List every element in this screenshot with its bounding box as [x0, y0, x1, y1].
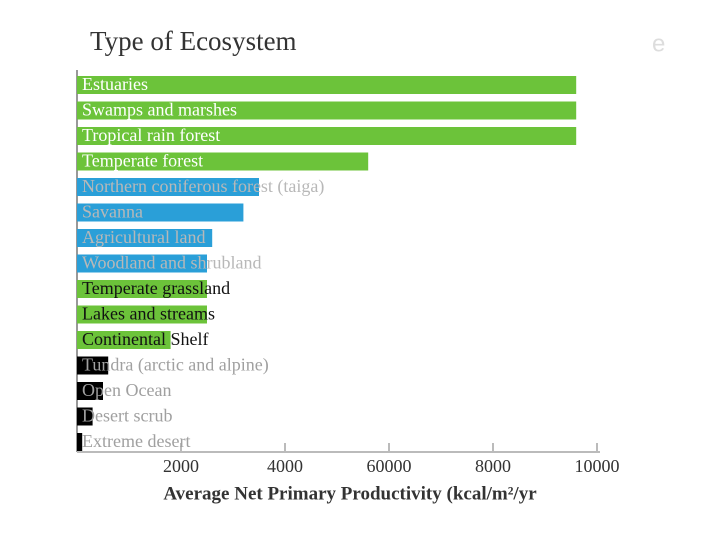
category-label: Temperate forest	[82, 151, 203, 171]
bar	[77, 152, 369, 171]
bar	[77, 407, 93, 426]
x-tick-label: 60000	[367, 456, 412, 476]
x-tick-label: 2000	[163, 456, 199, 476]
category-label: Tundra (arctic and alpine)	[82, 355, 269, 376]
category-label: Swamps and marshes	[82, 100, 237, 120]
category-label: Savanna	[82, 202, 143, 222]
bar	[77, 382, 103, 400]
bar	[77, 101, 577, 120]
bar	[77, 127, 577, 145]
category-label: Tropical rain forest	[82, 125, 220, 145]
category-label: Lakes and streams	[82, 304, 215, 324]
category-label: Open Ocean	[82, 380, 171, 400]
bar	[77, 229, 213, 247]
category-label: Woodland and shrubland	[82, 253, 262, 273]
category-label: Northern coniferous forest (taiga)	[82, 176, 324, 197]
bar	[77, 356, 109, 375]
chart-title: Type of Ecosystem	[90, 26, 297, 56]
x-tick-label: 10000	[575, 456, 620, 476]
bar	[77, 305, 207, 324]
category-label: Agricultural land	[82, 227, 205, 247]
category-label: Continental Shelf	[82, 329, 208, 349]
bar	[77, 203, 244, 222]
x-axis-title: Average Net Primary Productivity (kcal/m…	[163, 483, 537, 504]
bar	[77, 331, 171, 349]
bar	[77, 76, 577, 94]
x-tick-label: 8000	[475, 456, 511, 476]
bar	[77, 280, 207, 298]
bar	[77, 433, 83, 451]
bar	[77, 254, 207, 273]
category-label: Extreme desert	[82, 431, 190, 451]
category-label: Desert scrub	[82, 406, 172, 426]
category-label: Temperate grassland	[82, 278, 230, 298]
text-fragment: e	[652, 30, 665, 57]
bar	[77, 178, 259, 196]
category-label: Estuaries	[82, 74, 148, 94]
x-tick-label: 4000	[267, 456, 303, 476]
